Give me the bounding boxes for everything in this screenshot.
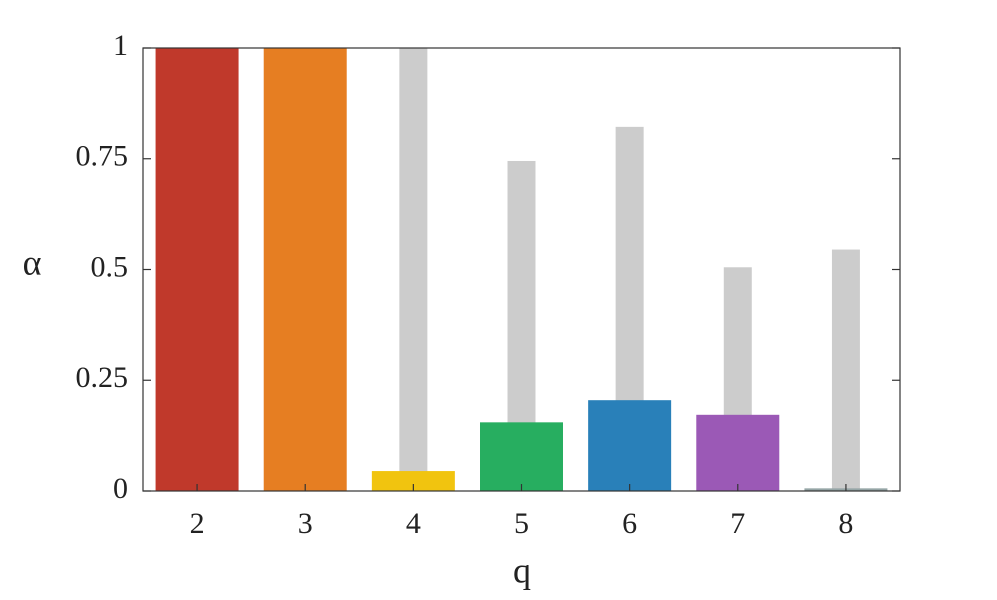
x-axis-label: q bbox=[513, 550, 531, 590]
x-tick-label: 6 bbox=[622, 507, 637, 540]
bar bbox=[263, 48, 347, 491]
bar bbox=[831, 249, 860, 491]
plot-frame bbox=[142, 47, 901, 492]
x-tick-label: 2 bbox=[190, 507, 205, 540]
y-tick-label: 0.75 bbox=[76, 140, 129, 173]
bar bbox=[480, 422, 563, 491]
y-axis-label: α bbox=[23, 242, 42, 282]
bar bbox=[399, 48, 428, 491]
x-tick-label: 3 bbox=[298, 507, 313, 540]
x-tick-label: 5 bbox=[514, 507, 529, 540]
y-tick-label: 0.5 bbox=[91, 250, 129, 283]
x-tick-label: 4 bbox=[406, 507, 421, 540]
y-tick-label: 0 bbox=[113, 472, 128, 505]
x-tick-label: 7 bbox=[730, 507, 745, 540]
y-tick-label: 0.25 bbox=[76, 361, 129, 394]
bar bbox=[371, 471, 455, 491]
bar bbox=[588, 400, 672, 491]
bar bbox=[155, 48, 239, 491]
bar bbox=[696, 414, 780, 491]
y-tick-label: 1 bbox=[113, 29, 128, 62]
x-tick-label: 8 bbox=[838, 507, 853, 540]
